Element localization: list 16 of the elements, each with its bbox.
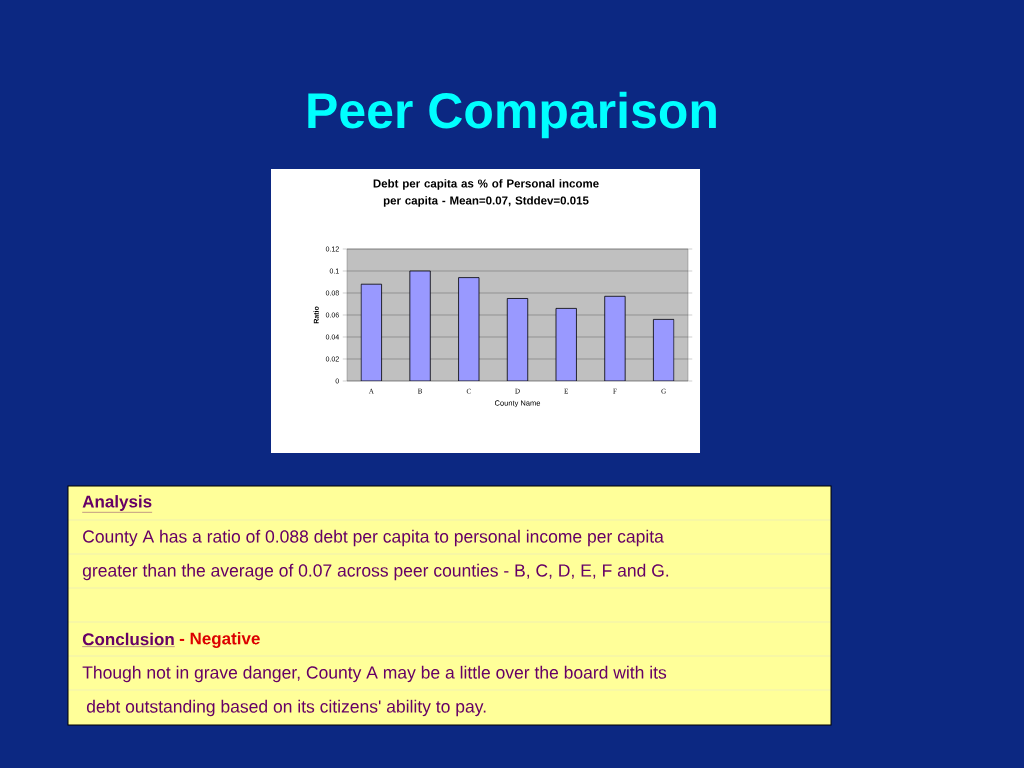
bar xyxy=(409,270,431,381)
text: greater than the average of 0.07 across peer counties - B, C, D, E, F and G. xyxy=(82,563,669,581)
bar xyxy=(458,277,480,381)
chart-subtitle: Debt per capita as % of Personal income per capita - Mean=0.07, Stddev=0.015 xyxy=(373,179,599,207)
text: debt outstanding based on its citizens' ability to pay. xyxy=(86,699,486,717)
text: Analysis xyxy=(82,495,152,511)
text: Conclusion xyxy=(82,632,174,646)
text: County A has a ratio of 0.088 debt per capita to personal income per capita xyxy=(83,529,664,547)
bar xyxy=(555,307,577,381)
text: Though not in grave danger, County A may be a little over the board with its xyxy=(82,665,667,683)
text: - Negative xyxy=(179,632,260,648)
bar xyxy=(360,283,382,381)
bar xyxy=(653,318,675,381)
bar xyxy=(506,298,529,381)
bar xyxy=(604,295,626,381)
chart-title: Peer Comparison xyxy=(308,91,716,139)
